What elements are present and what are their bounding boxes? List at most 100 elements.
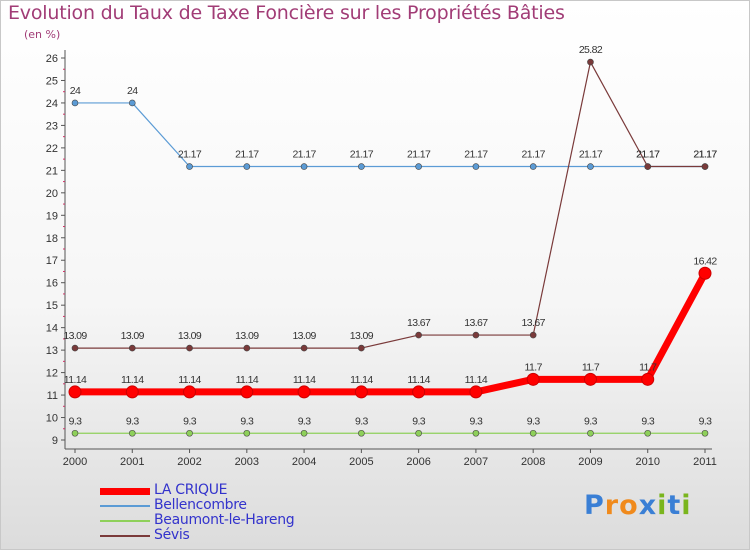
data-point [128,344,136,352]
y-tick-label: 17 [46,255,58,267]
data-point [300,344,308,352]
data-label: 9.3 [641,415,655,427]
data-label: 21.17 [636,149,660,161]
data-point [358,344,365,352]
data-label: 13.09 [292,330,316,342]
data-label: 9.3 [298,415,312,427]
data-label: 11.7 [639,361,657,373]
data-label: 13.09 [350,330,374,342]
data-point [71,344,79,352]
data-label: 11.14 [178,374,201,386]
legend-swatch [100,520,150,522]
data-label: 25.82 [579,44,603,56]
data-label: 13.09 [178,330,202,342]
data-label: 11.7 [525,361,543,373]
data-point [526,372,540,386]
data-label: 13.09 [235,330,259,342]
data-point [641,372,655,386]
data-label: 16.42 [693,255,717,267]
data-point [300,163,308,170]
data-label: 13.67 [522,317,546,329]
data-point [529,163,537,170]
y-tick-label: 21 [46,165,58,177]
unit-label: (en %) [24,28,61,41]
logo-letter: i [657,490,668,521]
data-point [472,331,480,339]
data-label: 13.09 [121,330,145,342]
data-point [243,163,251,170]
data-point [186,163,193,170]
data-label: 13.67 [464,317,488,329]
data-label: 21.17 [579,149,603,161]
data-label: 21.17 [235,149,259,161]
x-tick-label: 2003 [235,456,259,468]
legend-label: Bellencombre [154,497,247,513]
data-point [240,385,254,399]
y-tick-label: 18 [46,233,58,245]
legend-swatch [100,487,150,495]
data-label: 11.14 [236,374,259,386]
data-point [415,429,422,437]
x-tick-label: 2001 [120,456,144,468]
series-line-0 [71,269,709,396]
data-label: 11.14 [465,374,488,386]
data-label: 24 [127,85,138,97]
data-point [128,429,136,437]
data-point [472,429,480,437]
data-label: 21.17 [522,149,546,161]
logo-letter: o [619,490,639,521]
y-tick-label: 11 [47,390,58,402]
data-point [698,266,712,280]
data-point [354,385,368,399]
data-label: 9.3 [412,415,426,427]
x-tick-label: 2000 [63,456,87,468]
data-label: 11.14 [121,374,144,386]
data-label: 11.14 [350,374,373,386]
y-tick-label: 20 [46,188,58,200]
x-tick-label: 2005 [349,456,373,468]
y-tick-label: 24 [46,98,58,110]
data-point [297,385,311,399]
data-point [186,429,193,437]
legend-label: LA CRIQUE [154,482,228,498]
x-tick-label: 2008 [521,456,545,468]
x-tick-label: 2011 [693,456,717,468]
data-label: 11.14 [293,374,316,386]
data-label: 9.3 [355,415,369,427]
logo-letter: P [584,490,605,521]
data-label: 21.17 [693,149,717,161]
y-tick-label: 26 [46,53,58,65]
data-point [71,99,79,107]
data-point [243,344,251,352]
data-point [68,385,82,399]
x-tick-label: 2006 [406,456,430,468]
data-point [415,331,422,339]
data-label: 21.17 [350,149,374,161]
logo-letter: i [681,490,692,521]
series-line-3 [74,61,706,349]
data-point [472,163,480,170]
logo-letter: x [638,490,658,521]
data-point [186,344,193,352]
data-label: 11.14 [407,374,430,386]
data-label: 9.3 [470,415,484,427]
data-point [125,385,139,399]
legend-swatch [100,505,150,507]
data-point [183,385,197,399]
data-point [358,163,365,170]
data-label: 21.17 [407,149,431,161]
y-tick-label: 25 [46,75,58,87]
data-label: 21.17 [178,149,202,161]
y-tick-label: 12 [46,368,58,380]
data-point [583,372,597,386]
legend-swatch [100,535,150,537]
x-tick-label: 2004 [292,456,316,468]
data-point [469,385,483,399]
data-point [529,331,537,339]
data-label: 9.3 [699,415,713,427]
x-tick-label: 2010 [635,456,659,468]
data-label: 21.17 [464,149,488,161]
x-tick-label: 2009 [578,456,602,468]
legend-label: Sévis [154,527,190,543]
